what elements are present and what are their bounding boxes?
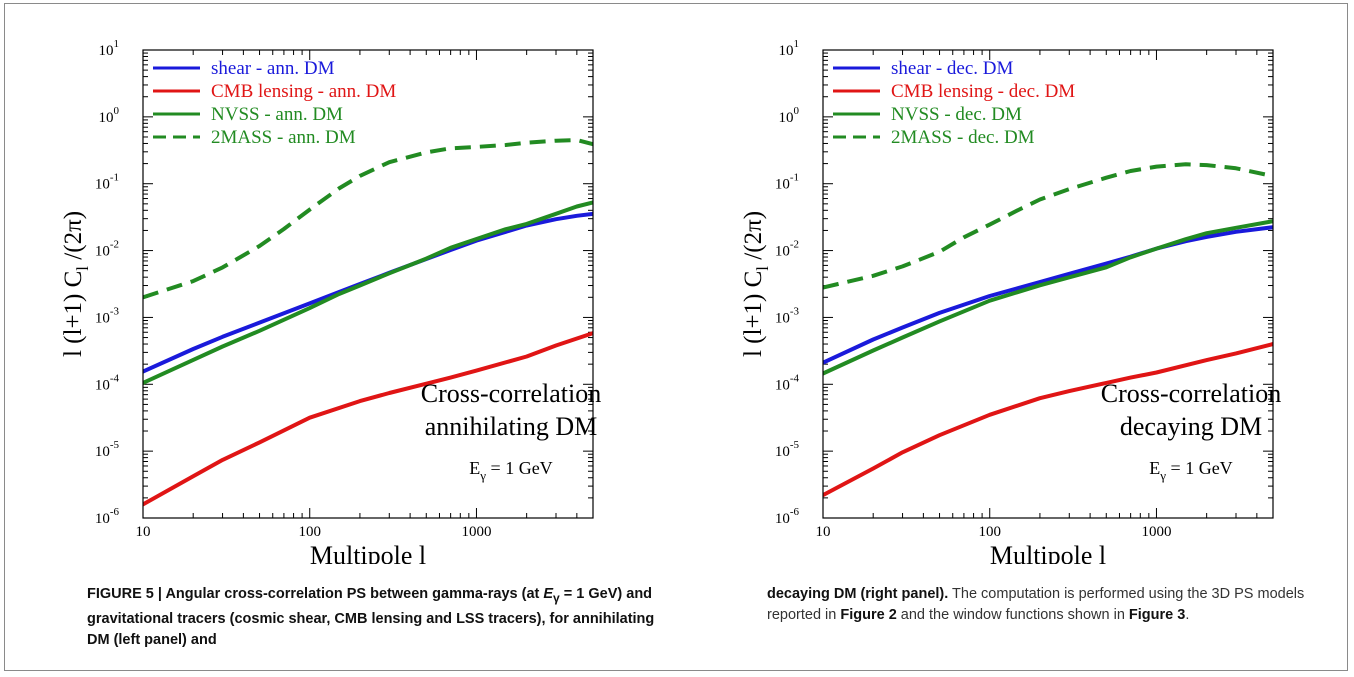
right-legend-label: NVSS - dec. DM — [891, 104, 1022, 125]
figure-2-link[interactable]: Figure 2 — [840, 607, 897, 623]
right-panel-chart: 10 100 1000 10-6 10-5 10-4 10-3 10-2 10-1 100 101 M… — [740, 38, 1282, 564]
left-y-tick-label: 10-2 — [95, 239, 119, 260]
right-y-tick-label: 10-1 — [775, 172, 799, 193]
left-annotation-line: Cross-correlation — [421, 379, 602, 408]
right-axis-ticks — [822, 49, 1274, 519]
right-x-axis-label: Multipole l — [990, 541, 1106, 564]
left-y-tick-label: 100 — [99, 105, 120, 126]
left-panel-chart: 10 100 1000 10-6 10-5 10-4 10-3 10-2 10-1 100 101 M… — [60, 38, 602, 564]
left-annotation-line: annihilating DM — [425, 412, 598, 441]
left-x-tick-label: 10 — [136, 524, 151, 540]
right-legend-label: shear - dec. DM — [891, 58, 1014, 79]
left-axis-ticks — [142, 49, 594, 519]
right-y-tick-label: 101 — [779, 38, 800, 59]
right-annotation-line: decaying DM — [1120, 412, 1262, 441]
left-y-tick-label: 10-6 — [95, 506, 120, 527]
caption-right: decaying DM (right panel). The computati… — [767, 586, 1305, 623]
figure-frame: 10 100 1000 10-6 10-5 10-4 10-3 10-2 10-1 100 101 M… — [4, 3, 1348, 671]
left-plot-frame — [142, 49, 594, 519]
left-x-axis-label: Multipole l — [310, 541, 426, 564]
right-y-tick-label: 10-6 — [775, 506, 800, 527]
right-y-tick-label: 10-4 — [775, 372, 800, 393]
right-series-2mass-dec-dm — [823, 162, 1273, 290]
left-x-tick-label: 100 — [298, 524, 321, 540]
right-annotation-line: Cross-correlation — [1101, 379, 1282, 408]
left-y-tick-label: 10-4 — [95, 372, 120, 393]
left-series-lines — [143, 138, 593, 507]
left-x-tick-label: 1000 — [461, 524, 491, 540]
right-y-axis-label: l (l+1) Cl /(2π) — [740, 211, 772, 357]
right-energy-label: Eγ = 1 GeV — [1149, 458, 1232, 483]
left-series-2mass-ann-dm — [143, 138, 593, 300]
left-energy-label: Eγ = 1 GeV — [469, 458, 552, 483]
left-legend-label: 2MASS - ann. DM — [211, 127, 356, 148]
left-legend-label: NVSS - ann. DM — [211, 104, 343, 125]
right-legend-label: 2MASS - dec. DM — [891, 127, 1035, 148]
right-legend-label: CMB lensing - dec. DM — [891, 81, 1075, 102]
right-series-cmb-lensing-dec-dm — [823, 342, 1273, 498]
right-x-tick-label: 10 — [816, 524, 831, 540]
left-legend-label: CMB lensing - ann. DM — [211, 81, 396, 102]
figure-label: FIGURE 5 | — [87, 586, 166, 602]
left-legend-label: shear - ann. DM — [211, 58, 335, 79]
figure-3-link[interactable]: Figure 3 — [1128, 607, 1186, 623]
right-x-tick-label: 1000 — [1141, 524, 1171, 540]
right-y-tick-label: 10-5 — [775, 439, 800, 460]
left-series-cmb-lensing-ann-dm — [143, 331, 593, 507]
caption-left: FIGURE 5 | Angular cross-correlation PS … — [87, 586, 655, 648]
right-plot-frame — [822, 49, 1274, 519]
right-series-shear-dec-dm — [823, 225, 1273, 365]
right-x-tick-label: 100 — [978, 524, 1001, 540]
right-series-nvss-dec-dm — [823, 219, 1273, 376]
left-y-tick-label: 10-5 — [95, 439, 120, 460]
right-series-lines — [823, 162, 1273, 498]
left-y-tick-label: 10-3 — [95, 305, 120, 326]
right-y-tick-label: 100 — [779, 105, 800, 126]
left-series-nvss-ann-dm — [143, 200, 593, 385]
right-y-tick-label: 10-2 — [775, 239, 799, 260]
right-y-tick-label: 10-3 — [775, 305, 800, 326]
left-y-tick-label: 101 — [99, 38, 120, 59]
left-y-axis-label: l (l+1) Cl /(2π) — [60, 211, 92, 357]
left-y-tick-label: 10-1 — [95, 172, 119, 193]
left-series-shear-ann-dm — [143, 211, 593, 374]
